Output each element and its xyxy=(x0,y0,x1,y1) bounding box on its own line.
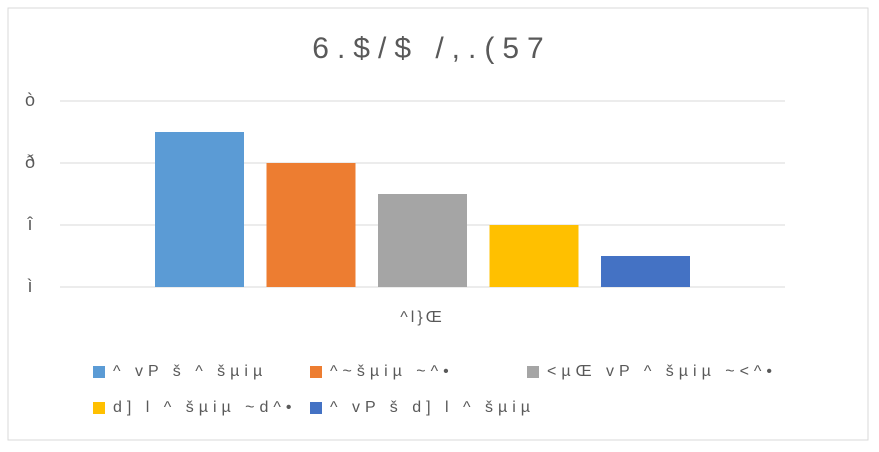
y-tick-label: ò xyxy=(25,90,35,110)
bar xyxy=(266,163,356,287)
legend-label: ^ vP š d] l ^ šµiµ xyxy=(330,399,535,416)
y-tick-label: ð xyxy=(25,152,35,172)
legend-swatch xyxy=(310,402,322,414)
x-tick-label: ^l}Œ xyxy=(400,309,444,326)
legend-label: ^~šµiµ ~^• xyxy=(330,363,454,380)
y-tick-label: î xyxy=(26,214,33,234)
legend-label: <µŒ vP ^ šµiµ ~<^• xyxy=(547,363,777,380)
bar xyxy=(601,256,690,287)
legend-swatch xyxy=(93,366,105,378)
bar xyxy=(155,132,244,287)
legend-swatch xyxy=(93,402,105,414)
legend-swatch xyxy=(310,366,322,378)
bar xyxy=(378,194,467,287)
bar xyxy=(489,225,579,287)
legend-label: d] l ^ šµiµ ~d^• xyxy=(113,399,297,416)
chart-title: 6.$/$ /,.(57 xyxy=(312,32,551,65)
y-tick-label: ì xyxy=(27,276,32,296)
legend-label: ^ vP š ^ šµiµ xyxy=(113,363,267,380)
legend-swatch xyxy=(527,366,539,378)
